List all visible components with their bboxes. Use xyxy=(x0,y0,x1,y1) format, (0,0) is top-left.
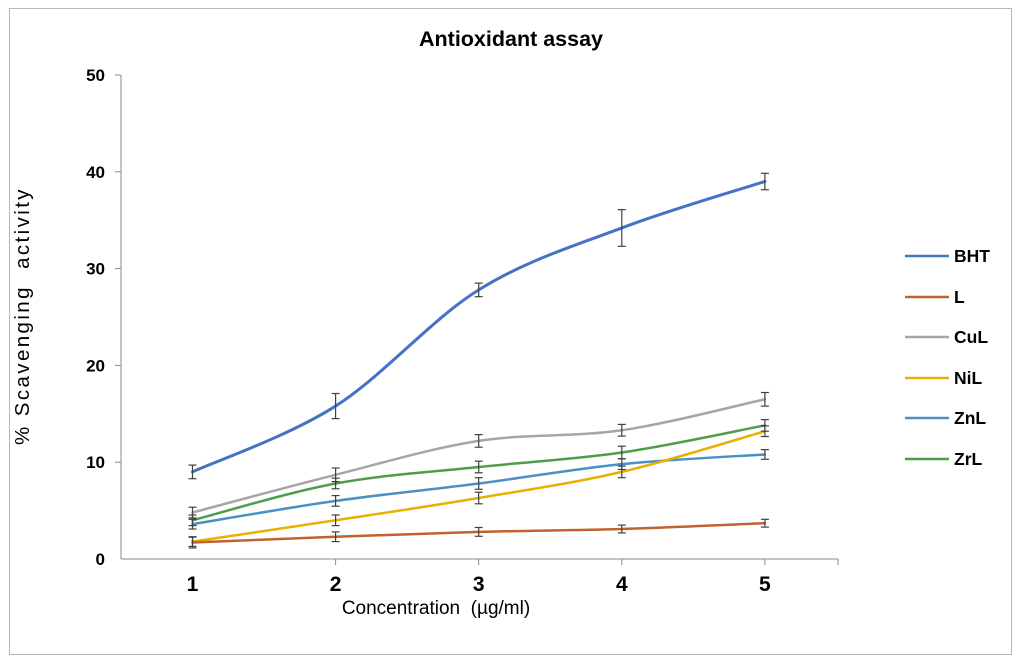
svg-text:BHT: BHT xyxy=(954,246,990,266)
svg-text:5: 5 xyxy=(759,573,771,596)
svg-text:0: 0 xyxy=(96,550,105,569)
svg-text:2: 2 xyxy=(330,573,342,596)
svg-text:10: 10 xyxy=(86,453,105,472)
svg-text:20: 20 xyxy=(86,356,105,375)
svg-text:50: 50 xyxy=(86,66,105,85)
svg-text:ZrL: ZrL xyxy=(954,449,983,469)
svg-text:3: 3 xyxy=(473,573,485,596)
svg-text:CuL: CuL xyxy=(954,327,988,347)
svg-text:40: 40 xyxy=(86,163,105,182)
svg-text:ZnL: ZnL xyxy=(954,408,986,428)
svg-text:4: 4 xyxy=(616,573,628,596)
svg-text:1: 1 xyxy=(187,573,199,596)
svg-text:NiL: NiL xyxy=(954,368,983,388)
svg-text:30: 30 xyxy=(86,260,105,279)
svg-text:L: L xyxy=(954,287,965,307)
